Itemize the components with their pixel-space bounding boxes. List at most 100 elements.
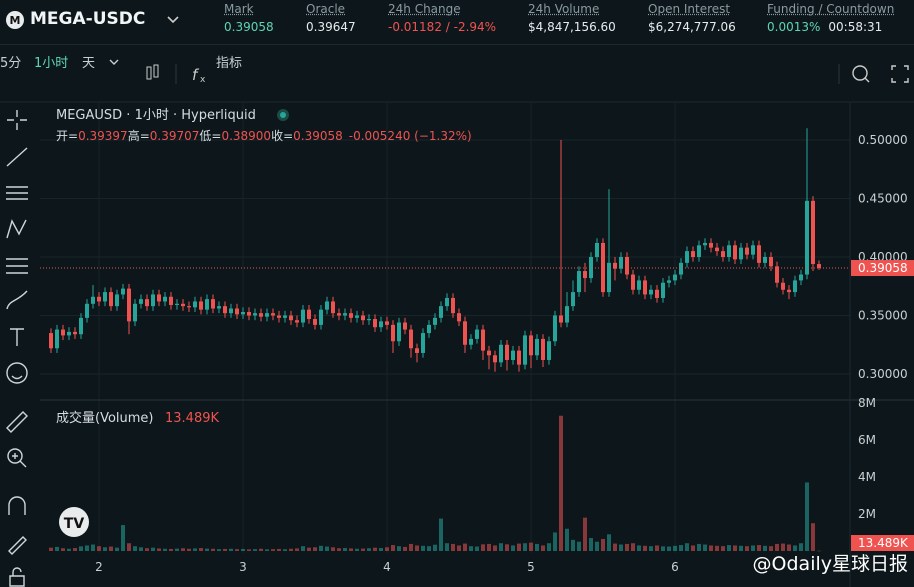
tool-icon[interactable] [6, 362, 28, 384]
volume-bar [624, 543, 629, 551]
y-tick-label: 0.45000 [858, 191, 908, 205]
candle-body [102, 292, 107, 302]
tool-icon[interactable] [6, 411, 28, 433]
tool-icon[interactable] [9, 567, 25, 587]
candle-body [228, 308, 233, 314]
volume-bar [90, 544, 95, 551]
stat-value: 0.39647 [306, 20, 356, 34]
candle-body [582, 271, 587, 279]
tool-glyph [12, 453, 27, 468]
chart-title: MEGAUSD · 1小时 · Hyperliquid [56, 108, 256, 123]
volume-bar [642, 545, 647, 551]
candle-body [498, 344, 503, 363]
tool-glyph [6, 290, 28, 310]
candle-body [114, 294, 119, 307]
candle-body [438, 306, 443, 318]
stat-value: -0.01182 / -2.94% [388, 20, 497, 34]
candle-body [768, 257, 773, 267]
candle-body [84, 303, 89, 318]
interval-caret[interactable] [108, 56, 120, 68]
volume-bar [228, 548, 233, 551]
volume-bar [552, 532, 557, 551]
candle-body [516, 350, 521, 365]
interval[interactable]: 天 [82, 56, 96, 71]
volume-bar [60, 548, 65, 551]
candle-body [108, 292, 113, 307]
y-tick-label: 0.30000 [858, 367, 908, 381]
volume-title: 成交量(Volume) [56, 410, 154, 426]
volume-bar [558, 415, 563, 551]
candle-body [600, 242, 605, 293]
candle-body [534, 338, 539, 356]
tool-icon[interactable] [6, 186, 28, 200]
tool-icon[interactable] [6, 290, 28, 310]
candle-body [210, 299, 215, 309]
volume-bar [318, 545, 323, 551]
candle-body [162, 296, 167, 302]
volume-bar [750, 545, 755, 551]
tool-icon[interactable] [8, 496, 26, 515]
candle-body [546, 341, 551, 360]
candle-body [78, 317, 83, 335]
candle-body [90, 296, 95, 304]
candle-body [750, 245, 755, 255]
interval[interactable]: 5分 [0, 56, 22, 71]
tool-icon[interactable] [6, 258, 28, 274]
volume-bar [444, 543, 449, 551]
candle-body [654, 289, 659, 298]
volume-bar [186, 548, 191, 551]
candle-body [798, 274, 803, 281]
candle-body [522, 335, 527, 365]
tool-glyph [6, 219, 27, 239]
volume-bar [714, 545, 719, 551]
volume-bar [246, 549, 251, 551]
candle-body [474, 329, 479, 339]
tool-glyph [11, 375, 23, 380]
volume-bar [234, 549, 239, 551]
tool-icon[interactable] [6, 147, 28, 167]
indicators-button[interactable]: 指标 [216, 56, 243, 71]
candle-body [390, 324, 395, 342]
candle-body [660, 282, 665, 298]
market-header: M MEGA-USDC Mark 0.39058 Oracle 0.39647 24… [0, 0, 914, 45]
tool-icon[interactable] [10, 328, 24, 346]
candle-body [324, 301, 329, 310]
volume-bar [48, 547, 53, 551]
dropdown-caret[interactable] [166, 13, 180, 27]
ohlc-legend: 开=0.39397高=0.39707低=0.38900收=0.39058 -0.0… [56, 128, 472, 143]
volume-bar [690, 545, 695, 551]
stat-value: 0.39647 [306, 20, 356, 34]
tool-icon[interactable] [8, 536, 27, 555]
volume-bar [348, 548, 353, 551]
volume-bar [738, 545, 743, 551]
tool-icon[interactable] [7, 110, 27, 130]
legend-low-label: 低= [199, 129, 221, 143]
last-price-label: 0.39058 [858, 261, 908, 275]
last-price-tag [851, 260, 914, 277]
legend-open-label: 开= [56, 129, 78, 143]
candle-body [606, 262, 611, 293]
volume-bar [354, 548, 359, 551]
candle-body [426, 324, 431, 334]
volume-bar [138, 547, 143, 551]
volume-bar [594, 541, 599, 551]
volume-bar [222, 548, 227, 551]
volume-bar [426, 546, 431, 551]
candle-body [576, 271, 581, 293]
tool-icon[interactable] [6, 219, 27, 239]
candle-body [480, 329, 485, 351]
candle-body [348, 313, 353, 318]
symbol[interactable]: MEGA-USDC [30, 9, 146, 29]
candle-body [762, 257, 767, 263]
tool-glyph [6, 147, 28, 167]
candle-body [564, 306, 569, 323]
candle-body [630, 274, 635, 290]
candle-body [120, 288, 125, 295]
candle-body [132, 303, 137, 322]
candle-body [342, 313, 347, 316]
volume-bar [516, 543, 521, 551]
tool-icon[interactable] [7, 448, 27, 468]
candle-body [240, 312, 245, 315]
interval[interactable]: 1小时 [34, 56, 69, 71]
